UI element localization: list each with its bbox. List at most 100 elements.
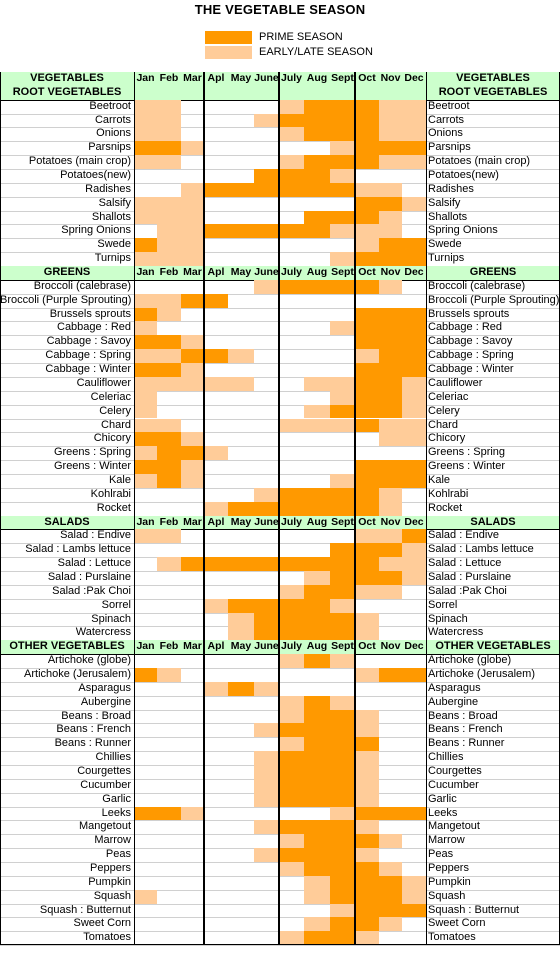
season-cell (228, 308, 254, 322)
vegetable-name-right: Spinach (428, 612, 468, 625)
season-cell (379, 390, 402, 405)
season-cell (330, 376, 355, 391)
season-cell (304, 584, 330, 599)
season-cell (279, 807, 304, 821)
season-cell (402, 543, 426, 558)
season-cell (355, 848, 379, 863)
season-cell (254, 474, 279, 488)
season-cell (304, 432, 330, 446)
season-cell (204, 432, 228, 446)
season-cell (355, 113, 379, 128)
section-header-right: GREENS (426, 266, 560, 280)
vegetable-name: Mangetout (79, 820, 131, 833)
season-cell (254, 723, 279, 738)
season-cell (379, 487, 402, 502)
season-cell (379, 349, 402, 364)
season-cell (157, 557, 181, 571)
season-cell (402, 834, 426, 848)
season-cell (254, 155, 279, 169)
season-cell (181, 737, 204, 751)
season-cell (355, 626, 379, 641)
season-cell (355, 501, 379, 516)
month-header: Mar (181, 72, 204, 86)
season-cell (279, 751, 304, 765)
vegetable-name: Chicory (93, 432, 131, 445)
season-cell (379, 765, 402, 779)
season-cell (228, 460, 254, 474)
season-cell (355, 599, 379, 613)
season-cell (402, 793, 426, 807)
season-cell (254, 792, 279, 807)
season-cell (204, 681, 228, 696)
season-cell (254, 654, 279, 668)
season-cell (181, 252, 204, 267)
season-cell (134, 889, 157, 904)
month-header: Sept (330, 72, 355, 86)
row-line (0, 876, 560, 877)
vegetable-name-right: Swede (428, 238, 462, 251)
season-cell (228, 598, 254, 613)
season-cell (402, 502, 426, 516)
season-cell (181, 502, 204, 516)
season-cell (279, 349, 304, 363)
season-cell (330, 501, 355, 516)
season-cell (254, 321, 279, 335)
season-cell (402, 155, 426, 170)
season-cell (304, 557, 330, 571)
month-header: Aug (304, 515, 330, 530)
season-cell (228, 571, 254, 585)
season-cell (330, 252, 355, 267)
season-cell (254, 127, 279, 141)
season-cell (134, 183, 157, 197)
season-cell (157, 321, 181, 335)
season-cell (204, 751, 228, 765)
season-cell (181, 876, 204, 890)
season-cell (355, 210, 379, 225)
season-cell (402, 585, 426, 599)
vegetable-name: Cucumber (80, 778, 131, 791)
vegetable-name: Chard (101, 418, 131, 431)
vegetable-name: Cabbage : Winter (45, 363, 131, 376)
season-cell (181, 100, 204, 114)
season-cell (330, 806, 355, 821)
season-cell (228, 197, 254, 211)
season-cell (204, 571, 228, 585)
vegetable-name-right: Tomatoes (428, 931, 476, 944)
season-cell (402, 307, 426, 322)
season-cell (204, 529, 228, 543)
season-cell (304, 127, 330, 142)
season-cell (157, 890, 181, 904)
season-cell (279, 501, 304, 516)
season-cell (254, 737, 279, 751)
season-cell (157, 252, 181, 267)
season-cell (181, 751, 204, 765)
season-cell (181, 723, 204, 737)
season-cell (134, 99, 157, 114)
season-cell (355, 238, 379, 253)
vegetable-name: Squash : Butternut (39, 903, 131, 916)
season-cell (204, 501, 228, 516)
season-cell (379, 127, 402, 142)
season-cell (134, 363, 157, 377)
vegetable-name: Salsify (98, 196, 131, 209)
season-cell (228, 917, 254, 931)
season-cell (304, 169, 330, 183)
season-cell (330, 917, 355, 932)
vegetable-name-right: Beans : French (428, 723, 503, 736)
vegetable-name-right: Salad :Pak Choi (428, 584, 507, 597)
season-cell (330, 834, 355, 849)
vegetable-name: Potatoes(new) (60, 169, 131, 182)
season-cell (228, 100, 254, 114)
season-cell (181, 613, 204, 627)
season-cell (330, 487, 355, 502)
season-cell (134, 848, 157, 862)
season-cell (379, 613, 402, 627)
season-cell (304, 404, 330, 419)
season-cell (304, 695, 330, 710)
season-cell (330, 903, 355, 918)
season-cell (379, 432, 402, 447)
season-cell (204, 224, 228, 239)
season-cell (157, 682, 181, 696)
season-cell (355, 751, 379, 765)
season-cell (304, 765, 330, 779)
